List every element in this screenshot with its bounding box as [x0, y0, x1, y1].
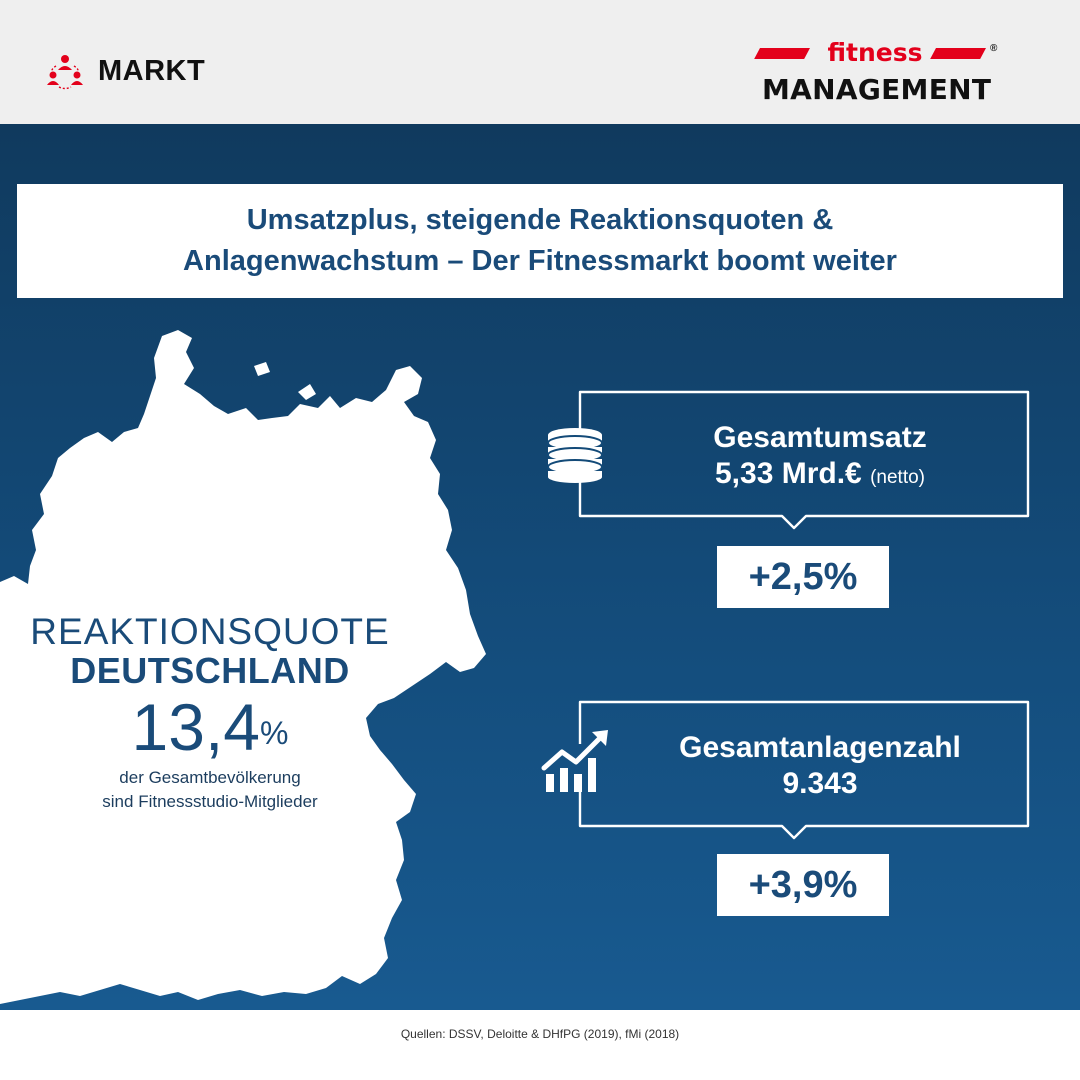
fitness-management-logo: fitness ® MANAGEMENT [754, 38, 1004, 110]
quote-value: 13,4% [20, 692, 400, 762]
revenue-title: Gesamtumsatz [713, 421, 927, 454]
revenue-callout: Gesamtumsatz 5,33 Mrd.€ (netto) [540, 390, 1040, 540]
facilities-text: Gesamtanlagenzahl 9.343 [620, 730, 1020, 802]
facilities-callout-frame [578, 700, 1030, 840]
headline-box: Umsatzplus, steigende Reaktionsquoten & … [17, 184, 1063, 298]
quote-country: DEUTSCHLAND [70, 650, 350, 691]
section-label: MARKT [46, 52, 205, 90]
quote-number: 13,4 [131, 690, 260, 764]
quote-label: REAKTIONSQUOTE [30, 611, 390, 652]
quote-desc-line-1: der Gesamtbevölkerung [119, 768, 301, 787]
facilities-value: 9.343 [782, 767, 858, 800]
quote-percent-sign: % [260, 715, 289, 751]
facilities-callout: Gesamtanlagenzahl 9.343 [540, 700, 1040, 850]
germany-map [0, 330, 486, 1004]
logo-bar-right [930, 48, 986, 59]
people-network-icon [47, 55, 83, 90]
logo-word-fitness: fitness [827, 38, 923, 67]
revenue-unit: (netto) [870, 467, 925, 488]
quote-desc-line-2: sind Fitnessstudio-Mitglieder [102, 792, 318, 811]
quote-description: der Gesamtbevölkerung sind Fitnessstudio… [20, 766, 400, 814]
facilities-title: Gesamtanlagenzahl [679, 731, 961, 764]
revenue-text: Gesamtumsatz 5,33 Mrd.€ (netto) [620, 420, 1020, 496]
revenue-callout-frame [578, 390, 1030, 530]
headline-line-2: Anlagenwachstum – Der Fitnessmarkt boomt… [183, 245, 897, 277]
sources-footnote: Quellen: DSSV, Deloitte & DHfPG (2019), … [400, 1027, 680, 1041]
revenue-value: 5,33 Mrd.€ [715, 457, 862, 490]
revenue-value-line: 5,33 Mrd.€ (netto) [620, 456, 1020, 496]
logo-bar-left [754, 48, 810, 59]
facilities-change-box: +3,9% [717, 854, 889, 916]
infographic-panel: Umsatzplus, steigende Reaktionsquoten & … [0, 124, 1080, 1010]
revenue-change-box: +2,5% [717, 546, 889, 608]
section-title: MARKT [98, 54, 206, 87]
growth-chart-icon [541, 730, 608, 792]
logo-registered-mark: ® [990, 43, 998, 54]
coin-stack-icon [547, 428, 603, 483]
headline-line-1: Umsatzplus, steigende Reaktionsquoten & [246, 204, 834, 236]
logo-word-management: MANAGEMENT [762, 73, 992, 106]
header-bar: MARKT fitness ® MANAGEMENT [0, 0, 1080, 124]
reaction-quote-block: REAKTIONSQUOTE DEUTSCHLAND 13,4% der Ges… [20, 612, 400, 814]
